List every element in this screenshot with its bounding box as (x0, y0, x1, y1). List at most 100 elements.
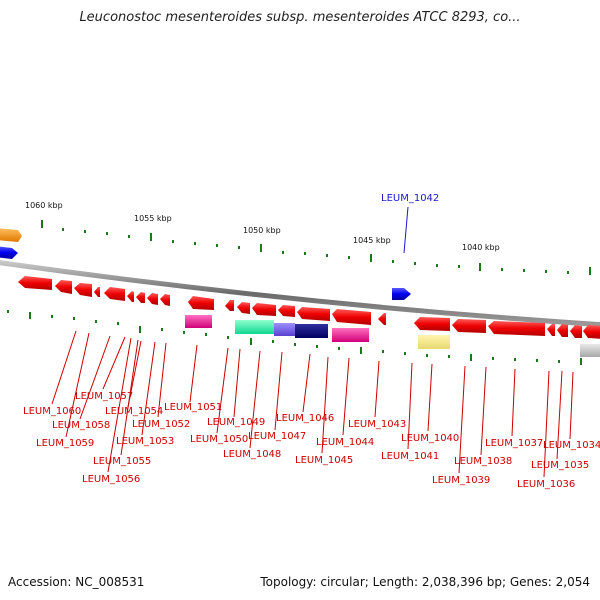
gene-label-leum-1046[interactable]: LEUM_1046 (276, 413, 334, 424)
leader-line (249, 350, 261, 449)
gene-leum-1034[interactable] (583, 325, 600, 339)
feature-magenta-2[interactable] (332, 328, 369, 342)
gene-leum-1042[interactable] (392, 288, 411, 300)
scale-tick (7, 310, 9, 313)
scale-tick (558, 360, 560, 363)
gene-label-leum-1057[interactable]: LEUM_1057 (75, 391, 133, 402)
feature-green[interactable] (235, 320, 274, 334)
genome-backbone (0, 260, 600, 328)
leader-line (321, 356, 329, 454)
leader-line (556, 370, 563, 460)
leader-lines (51, 330, 574, 478)
scale-tick (316, 345, 318, 348)
gene-leum-1057[interactable] (94, 287, 100, 297)
scale-tick (282, 251, 284, 254)
gene-label-leum-1054[interactable]: LEUM_1054 (105, 406, 163, 417)
feature-forward-blue-edge[interactable] (0, 246, 18, 259)
gene-leum-1051[interactable] (188, 296, 214, 310)
feature-purple[interactable] (274, 323, 295, 336)
scale-tick (238, 246, 240, 249)
gene-leum-1058[interactable] (74, 283, 92, 297)
scale-tick (150, 233, 152, 241)
scale-tick (426, 354, 428, 357)
leader-line (407, 362, 413, 450)
scale-tick (29, 312, 31, 319)
gene-leum-1060[interactable] (18, 276, 52, 290)
gene-leum-1046[interactable] (297, 307, 330, 321)
gene-leum-1038[interactable] (488, 321, 545, 336)
gene-leum-1053[interactable] (147, 293, 158, 305)
gene-leum-1054[interactable] (136, 292, 145, 303)
gene-leum-1056[interactable] (104, 287, 125, 301)
feature-gray[interactable] (580, 344, 600, 357)
leader-line (141, 341, 156, 436)
scale-tick (172, 240, 174, 243)
gene-label-leum-1048[interactable]: LEUM_1048 (223, 449, 281, 460)
gene-leum-1035[interactable] (570, 325, 582, 338)
gene-label-leum-1051[interactable]: LEUM_1051 (164, 402, 222, 413)
gene-label-leum-1047[interactable]: LEUM_1047 (248, 431, 306, 442)
gene-label-leum-1035[interactable]: LEUM_1035 (531, 460, 589, 471)
gene-leum-1047[interactable] (278, 305, 295, 317)
scale-tick (250, 338, 252, 345)
gene-label-leum-1041[interactable]: LEUM_1041 (381, 451, 439, 462)
gene-label-leum-1036[interactable]: LEUM_1036 (517, 479, 575, 490)
scale-label-1060: 1060 kbp (25, 201, 63, 210)
leader-line (189, 344, 198, 403)
gene-leum-1039[interactable] (452, 319, 486, 333)
gene-label-leum-1040[interactable]: LEUM_1040 (401, 433, 459, 444)
gene-label-leum-1034[interactable]: LEUM_1034 (543, 440, 600, 451)
scale-tick (117, 322, 119, 325)
gene-label-leum-1053[interactable]: LEUM_1053 (116, 436, 174, 447)
gene-label-leum-1052[interactable]: LEUM_1052 (132, 419, 190, 430)
feature-navy[interactable] (295, 324, 328, 338)
gene-label-leum-1038[interactable]: LEUM_1038 (454, 456, 512, 467)
scale-tick (294, 343, 296, 346)
gene-label-leum-1045[interactable]: LEUM_1045 (295, 455, 353, 466)
gene-leum-1052[interactable] (160, 294, 170, 306)
gene-label-leum-1056[interactable]: LEUM_1056 (82, 474, 140, 485)
gene-label-leum-1042[interactable]: LEUM_1042 (381, 193, 439, 204)
gene-label-leum-1037[interactable]: LEUM_1037 (485, 438, 543, 449)
gene-leum-1037[interactable] (547, 324, 555, 336)
scale-tick (194, 242, 196, 245)
leader-line-leum-1042 (403, 206, 409, 254)
gene-label-leum-1059[interactable]: LEUM_1059 (36, 438, 94, 449)
gene-label-leum-1058[interactable]: LEUM_1058 (52, 420, 110, 431)
gene-leum-1043[interactable] (378, 313, 386, 325)
leader-line (102, 336, 126, 390)
gene-leum-1049[interactable] (237, 302, 250, 314)
gene-label-leum-1050[interactable]: LEUM_1050 (190, 434, 248, 445)
scale-tick (545, 270, 547, 273)
leader-line (458, 365, 466, 474)
leader-line (569, 371, 574, 440)
gene-label-leum-1055[interactable]: LEUM_1055 (93, 456, 151, 467)
leader-line (480, 366, 487, 456)
gene-leum-1036[interactable] (557, 324, 568, 337)
gene-label-leum-1043[interactable]: LEUM_1043 (348, 419, 406, 430)
gene-label-leum-1044[interactable]: LEUM_1044 (316, 437, 374, 448)
feature-magenta-1[interactable] (185, 315, 212, 328)
gene-leum-1059[interactable] (55, 280, 72, 294)
gene-leum-1048[interactable] (252, 303, 276, 316)
scale-tick (580, 358, 582, 365)
leader-line (427, 363, 433, 432)
reverse-genes (18, 276, 600, 339)
scale-tick (414, 262, 416, 265)
gene-leum-1045[interactable] (332, 309, 371, 325)
scale-tick (589, 267, 591, 275)
scale-ticks-upper (41, 220, 591, 275)
gene-leum-1040[interactable] (414, 317, 450, 331)
scale-tick (326, 254, 328, 257)
gene-label-leum-1049[interactable]: LEUM_1049 (207, 417, 265, 428)
feature-yellow[interactable] (418, 335, 450, 349)
gene-label-leum-1039[interactable]: LEUM_1039 (432, 475, 490, 486)
gene-leum-1050[interactable] (225, 300, 234, 311)
feature-orange[interactable] (0, 228, 22, 242)
gene-label-leum-1060[interactable]: LEUM_1060 (23, 406, 81, 417)
scale-tick (227, 336, 229, 339)
gene-leum-1055[interactable] (127, 291, 134, 302)
scale-tick (62, 228, 64, 231)
scale-tick (216, 244, 218, 247)
